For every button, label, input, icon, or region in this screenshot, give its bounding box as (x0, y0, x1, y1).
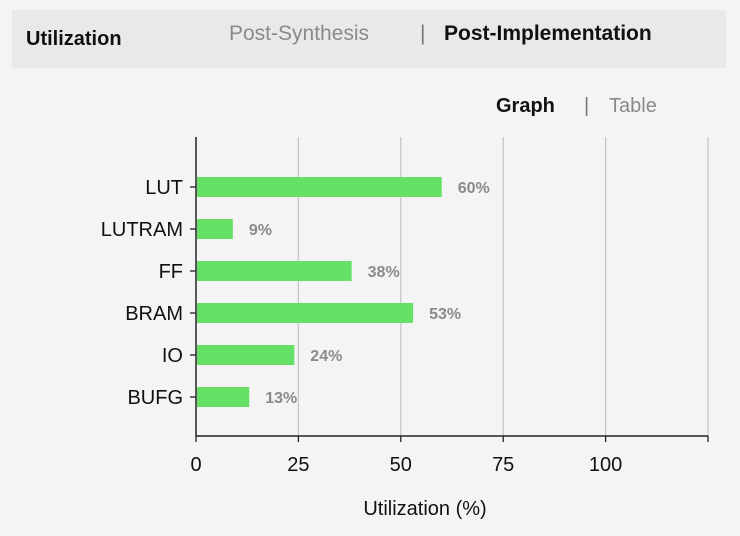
x-tick-label: 50 (390, 454, 412, 476)
bar-ff (197, 261, 352, 281)
value-label: 13% (265, 390, 297, 407)
category-label: BRAM (125, 303, 183, 325)
category-label: IO (162, 345, 183, 367)
tab-separator: | (420, 22, 426, 45)
page-title: Utilization (26, 28, 122, 50)
category-label: FF (159, 261, 183, 283)
bar-io (197, 345, 295, 365)
tab-post-synthesis[interactable]: Post-Synthesis (229, 22, 370, 45)
category-label: LUT (145, 177, 183, 199)
bar-lutram (197, 219, 233, 239)
bar-lut (197, 177, 442, 197)
bar-bufg (197, 387, 250, 407)
value-label: 24% (310, 348, 342, 365)
value-label: 38% (368, 264, 400, 281)
x-tick-label: 75 (492, 454, 514, 476)
table-view-toggle[interactable]: Table (609, 95, 657, 117)
utilization-header: Utilization Post-Synthesis | Post-Implem… (12, 10, 726, 68)
tab-post-implementation[interactable]: Post-Implementation (444, 22, 652, 45)
value-label: 9% (249, 222, 272, 239)
value-label: 60% (458, 180, 490, 197)
value-label: 53% (429, 306, 461, 323)
category-label: LUTRAM (101, 219, 183, 241)
x-tick-label: 25 (287, 454, 309, 476)
view-toggle-separator: | (584, 95, 590, 117)
category-label: BUFG (127, 387, 183, 409)
x-tick-label: 100 (589, 454, 622, 476)
graph-view-toggle[interactable]: Graph (496, 95, 555, 117)
x-axis-label: Utilization (%) (363, 498, 487, 520)
x-tick-label: 0 (190, 454, 201, 476)
bar-bram (197, 303, 414, 323)
